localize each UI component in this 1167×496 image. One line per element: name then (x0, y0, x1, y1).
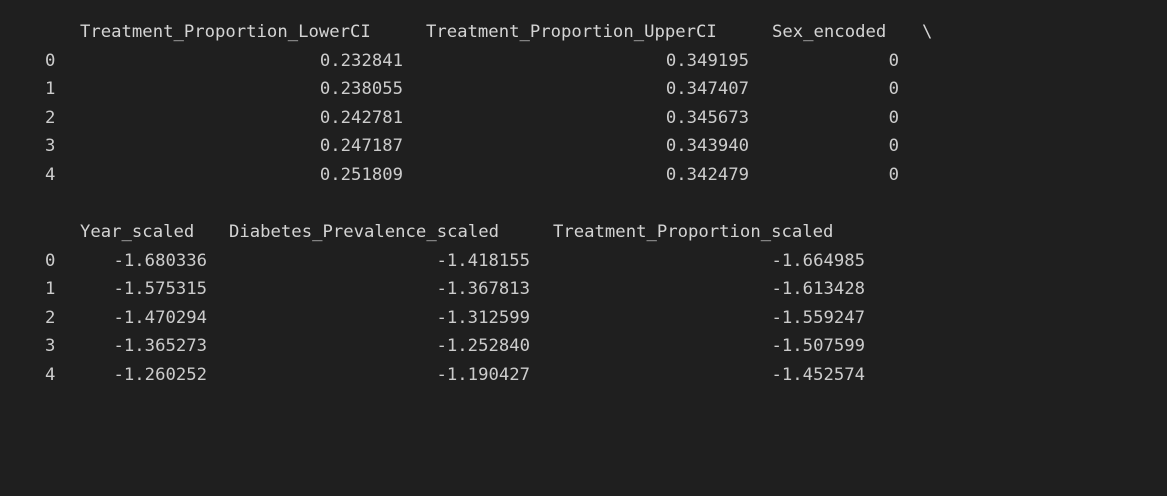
table-row: 4 -1.260252 -1.190427 -1.452574 (0, 364, 1167, 386)
table-cell: 0 (888, 136, 899, 156)
column-header: Treatment_Proportion_LowerCI (80, 22, 371, 42)
row-index: 4 (45, 165, 56, 185)
table-row: 2 -1.470294 -1.312599 -1.559247 (0, 307, 1167, 329)
table-cell: -1.190427 (436, 365, 530, 385)
row-index: 1 (45, 79, 56, 99)
table-cell: -1.507599 (771, 336, 865, 356)
table-cell: 0.349195 (665, 51, 749, 71)
row-index: 4 (45, 365, 56, 385)
row-index: 0 (45, 251, 56, 271)
table-cell: 0.251809 (319, 165, 403, 185)
column-header: Treatment_Proportion_scaled (553, 222, 834, 242)
table-cell: -1.312599 (436, 308, 530, 328)
table-cell: 0 (888, 108, 899, 128)
table-cell: -1.559247 (771, 308, 865, 328)
table-cell: 0.238055 (319, 79, 403, 99)
table-cell: -1.575315 (113, 279, 207, 299)
table-cell: 0 (888, 51, 899, 71)
table-row: 1 -1.575315 -1.367813 -1.613428 (0, 278, 1167, 300)
block1-header-row: Treatment_Proportion_LowerCI Treatment_P… (0, 21, 1167, 43)
table-row: 3 0.247187 0.343940 0 (0, 135, 1167, 157)
table-row: 4 0.251809 0.342479 0 (0, 164, 1167, 186)
table-cell: 0 (888, 79, 899, 99)
column-header: Treatment_Proportion_UpperCI (426, 22, 717, 42)
table-cell: -1.470294 (113, 308, 207, 328)
table-row: 0 -1.680336 -1.418155 -1.664985 (0, 250, 1167, 272)
table-cell: -1.664985 (771, 251, 865, 271)
column-header: Year_scaled (80, 222, 195, 242)
table-cell: -1.418155 (436, 251, 530, 271)
table-row: 1 0.238055 0.347407 0 (0, 78, 1167, 100)
table-cell: -1.680336 (113, 251, 207, 271)
table-cell: -1.613428 (771, 279, 865, 299)
row-index: 3 (45, 136, 56, 156)
column-header: Diabetes_Prevalence_scaled (229, 222, 500, 242)
row-index: 1 (45, 279, 56, 299)
table-cell: -1.452574 (771, 365, 865, 385)
row-index: 2 (45, 108, 56, 128)
row-index: 2 (45, 308, 56, 328)
block2-header-row: Year_scaled Diabetes_Prevalence_scaled T… (0, 221, 1167, 243)
row-index: 3 (45, 336, 56, 356)
table-cell: 0.347407 (665, 79, 749, 99)
table-cell: 0.247187 (319, 136, 403, 156)
table-cell: 0 (888, 165, 899, 185)
table-cell: -1.252840 (436, 336, 530, 356)
table-cell: 0.242781 (319, 108, 403, 128)
table-cell: -1.365273 (113, 336, 207, 356)
column-header: Sex_encoded (772, 22, 887, 42)
table-row: 0 0.232841 0.349195 0 (0, 50, 1167, 72)
table-cell: 0.343940 (665, 136, 749, 156)
dataframe-output: Treatment_Proportion_LowerCI Treatment_P… (0, 21, 1167, 386)
table-cell: 0.232841 (319, 51, 403, 71)
table-cell: -1.260252 (113, 365, 207, 385)
table-cell: 0.345673 (665, 108, 749, 128)
table-row: 3 -1.365273 -1.252840 -1.507599 (0, 335, 1167, 357)
table-row: 2 0.242781 0.345673 0 (0, 107, 1167, 129)
table-cell: -1.367813 (436, 279, 530, 299)
line-continuation: \ (922, 22, 933, 42)
row-index: 0 (45, 51, 56, 71)
table-cell: 0.342479 (665, 165, 749, 185)
